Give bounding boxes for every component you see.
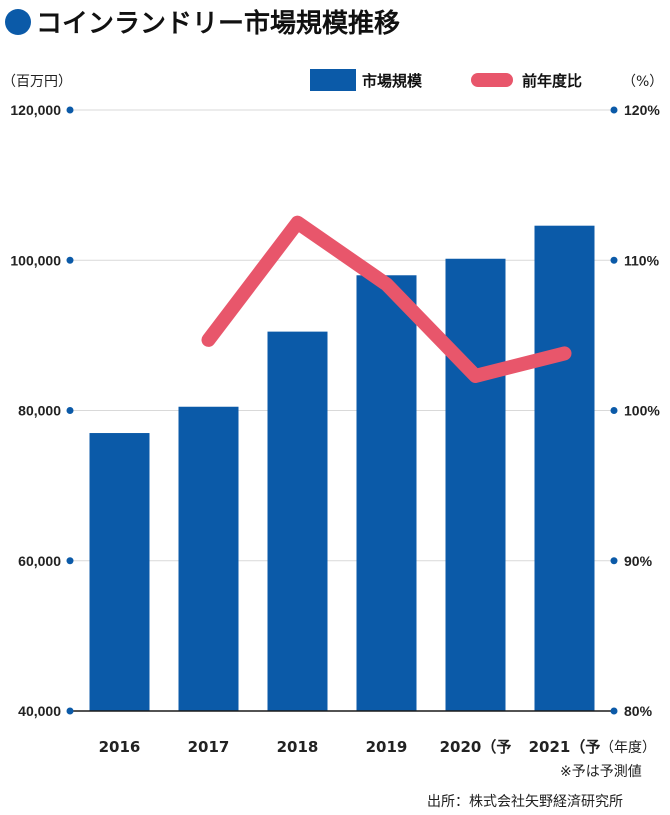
bar-1 — [178, 406, 239, 711]
bar-0 — [89, 433, 150, 711]
left-axis-unit: （百万円） — [2, 74, 72, 90]
right-tick-label: 110% — [624, 252, 660, 268]
left-tick-label: 60,000 — [18, 553, 61, 569]
left-tick-marker — [66, 256, 74, 264]
left-tick-marker — [66, 106, 74, 114]
x-tick-label: 2016 — [99, 738, 141, 756]
right-tick-label: 120% — [624, 102, 660, 118]
right-tick-label: 100% — [624, 403, 660, 419]
source-note: 出所：株式会社矢野経済研究所 — [427, 794, 623, 810]
ticks-layer: 40,000 80% 60,000 90% 80,000 100% 100,000 110% 1… — [10, 102, 660, 719]
left-tick-marker — [66, 557, 74, 565]
grid-layer — [70, 109, 614, 562]
bar-4 — [445, 258, 506, 711]
bar-5 — [534, 225, 595, 711]
forecast-note: ※予は予測値 — [560, 764, 642, 780]
legend-line-label: 前年度比 — [522, 72, 582, 90]
right-tick-marker — [610, 407, 618, 414]
x-tick-label: 2020（予 — [440, 738, 512, 756]
left-tick-marker — [66, 407, 74, 414]
x-tick-label: 2019 — [366, 738, 408, 756]
x-tick-label: 2021（予 — [529, 738, 601, 756]
left-tick-marker — [66, 707, 74, 715]
bars-layer — [89, 225, 595, 711]
x-tick-label: 2017 — [188, 738, 230, 756]
right-tick-marker — [610, 707, 618, 715]
right-tick-marker — [610, 256, 618, 264]
right-tick-marker — [610, 106, 618, 114]
chart-title: コインランドリー市場規模推移 — [36, 8, 400, 39]
legend-bar-swatch — [310, 69, 356, 91]
bar-2 — [267, 331, 328, 711]
right-tick-marker — [610, 557, 618, 565]
right-axis-unit: （%） — [622, 74, 663, 90]
left-tick-label: 40,000 — [18, 703, 61, 719]
left-tick-label: 100,000 — [10, 252, 61, 268]
left-tick-label: 120,000 — [10, 102, 61, 118]
left-tick-label: 80,000 — [18, 403, 61, 419]
right-tick-label: 90% — [624, 553, 653, 569]
x-axis-unit: （年度） — [600, 740, 656, 756]
legend: 市場規模 前年度比 — [310, 69, 582, 91]
bar-3 — [356, 275, 417, 711]
line-layer — [201, 215, 572, 383]
xlabels-layer: 2016 2017 2018 2019 2020（予 2021（予 — [99, 738, 601, 756]
right-tick-label: 80% — [624, 703, 653, 719]
x-tick-label: 2018 — [277, 738, 319, 756]
ratio-line — [201, 215, 572, 383]
title-bullet-icon — [5, 9, 31, 35]
legend-bar-label: 市場規模 — [362, 72, 423, 90]
